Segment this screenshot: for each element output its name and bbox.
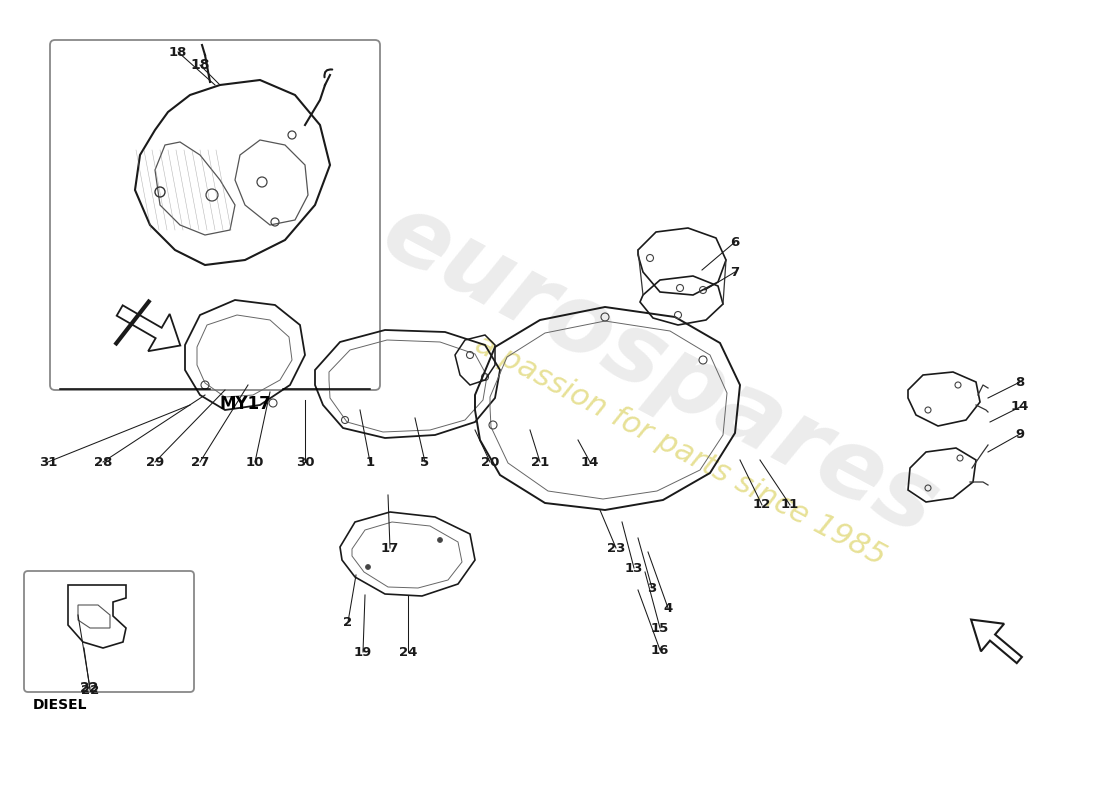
Text: 22: 22 (81, 683, 99, 697)
Text: 14: 14 (581, 455, 600, 469)
Text: 29: 29 (146, 455, 164, 469)
Text: MY17: MY17 (219, 395, 271, 413)
Text: 18: 18 (190, 58, 210, 72)
Text: 27: 27 (191, 455, 209, 469)
Text: 14: 14 (1011, 401, 1030, 414)
Text: 4: 4 (663, 602, 672, 614)
Text: 23: 23 (607, 542, 625, 554)
Text: 22: 22 (80, 681, 100, 695)
Text: eurospares: eurospares (366, 185, 954, 555)
Text: 21: 21 (531, 455, 549, 469)
Text: 12: 12 (752, 498, 771, 511)
Text: 10: 10 (245, 455, 264, 469)
Text: 8: 8 (1015, 375, 1024, 389)
FancyBboxPatch shape (50, 40, 380, 390)
Circle shape (365, 565, 371, 570)
Text: 15: 15 (651, 622, 669, 634)
Text: 9: 9 (1015, 427, 1024, 441)
Text: 11: 11 (781, 498, 799, 511)
Text: 3: 3 (648, 582, 657, 594)
Text: 1: 1 (365, 455, 375, 469)
Text: 16: 16 (651, 643, 669, 657)
Text: a passion for parts since 1985: a passion for parts since 1985 (470, 329, 890, 571)
Text: 20: 20 (481, 455, 499, 469)
Text: 5: 5 (420, 455, 430, 469)
Circle shape (438, 538, 442, 542)
Text: 28: 28 (94, 455, 112, 469)
Text: 6: 6 (730, 235, 739, 249)
Text: 7: 7 (730, 266, 739, 278)
Text: 31: 31 (39, 455, 57, 469)
Text: 2: 2 (343, 615, 353, 629)
Text: 24: 24 (399, 646, 417, 658)
Text: 19: 19 (354, 646, 372, 658)
Text: 17: 17 (381, 542, 399, 554)
Text: 18: 18 (168, 46, 187, 58)
Polygon shape (971, 619, 1022, 663)
Polygon shape (117, 306, 180, 351)
Text: DIESEL: DIESEL (33, 698, 88, 712)
FancyBboxPatch shape (24, 571, 194, 692)
Text: 30: 30 (296, 455, 315, 469)
Text: 13: 13 (625, 562, 644, 574)
